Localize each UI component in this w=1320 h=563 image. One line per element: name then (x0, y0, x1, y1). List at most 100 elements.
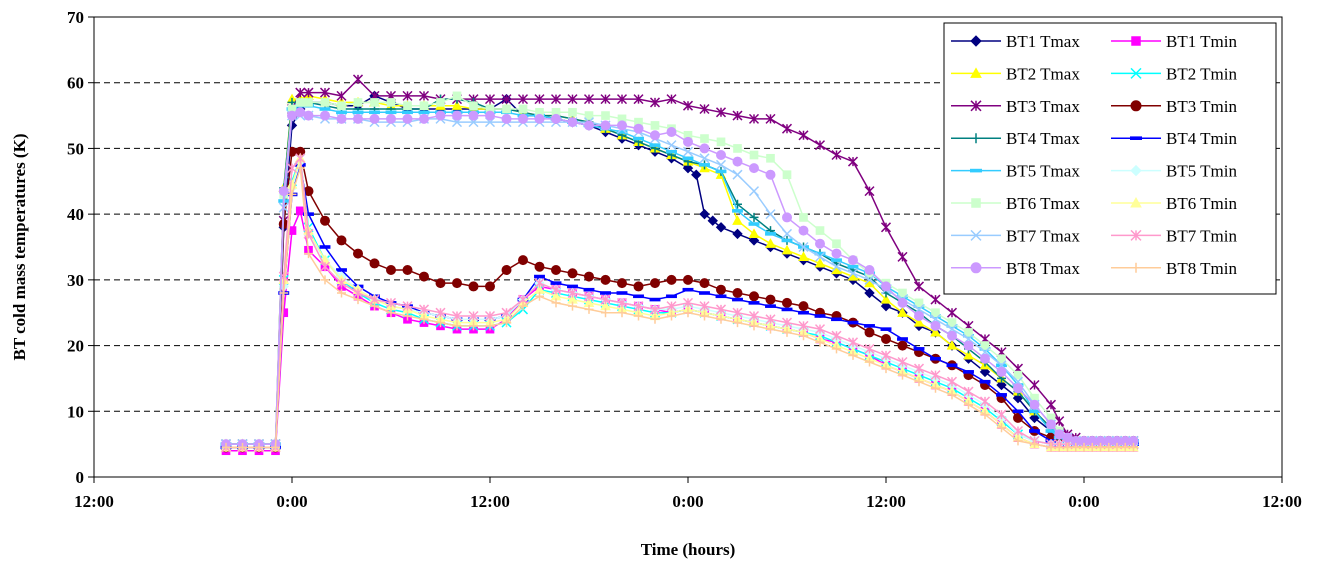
data-point (320, 215, 330, 226)
data-point (1045, 399, 1057, 410)
data-point (848, 255, 858, 266)
data-point (914, 298, 924, 308)
data-point (369, 113, 380, 124)
data-point (568, 301, 577, 311)
y-tick-label: 70 (67, 8, 84, 27)
data-point (748, 186, 760, 197)
data-point (1029, 412, 1040, 424)
legend-label: BT6 Tmax (1006, 194, 1080, 213)
data-point (748, 222, 760, 226)
data-point (452, 278, 462, 289)
data-point (535, 291, 544, 301)
data-point (567, 268, 578, 279)
data-point (997, 423, 1006, 433)
data-point (320, 98, 330, 107)
data-point (765, 314, 776, 325)
data-point (551, 113, 561, 124)
data-point (847, 264, 859, 269)
legend-item: BT3 Tmin (1111, 97, 1237, 116)
data-point (765, 304, 776, 308)
data-point (649, 297, 661, 302)
data-point (534, 278, 545, 289)
data-point (898, 370, 907, 380)
legend-marker (970, 67, 982, 78)
data-point (781, 244, 793, 255)
data-point (534, 274, 545, 279)
data-point (633, 281, 644, 292)
data-point (716, 150, 726, 160)
x-tick-label: 12:00 (866, 492, 906, 511)
legend-item: BT5 Tmin (1111, 162, 1237, 181)
data-point (550, 281, 562, 285)
legend-item: BT4 Tmin (1111, 129, 1237, 148)
data-point (518, 104, 528, 114)
data-point (732, 169, 743, 180)
data-point (716, 314, 726, 324)
legend-label: BT7 Tmax (1006, 226, 1080, 245)
data-point (353, 248, 363, 259)
data-point (765, 238, 776, 248)
data-point (418, 304, 430, 315)
data-point (485, 321, 495, 331)
data-point (749, 291, 759, 302)
data-point (352, 74, 364, 85)
y-tick-label: 60 (67, 74, 84, 93)
data-point (501, 307, 512, 318)
data-point (370, 301, 379, 311)
data-point (799, 331, 808, 341)
data-point (319, 261, 331, 272)
data-point (749, 321, 759, 331)
data-point (880, 350, 892, 361)
data-point (700, 311, 709, 321)
data-point (732, 215, 743, 225)
data-point (402, 110, 413, 115)
legend-label: BT5 Tmax (1006, 162, 1080, 181)
data-point (583, 287, 595, 292)
data-point (419, 271, 429, 282)
data-point (403, 311, 412, 321)
legend-label: BT2 Tmax (1006, 64, 1080, 83)
data-point (452, 110, 462, 121)
data-point (451, 100, 463, 110)
x-tick-label: 12:00 (470, 492, 510, 511)
data-point (634, 311, 643, 321)
data-point (666, 274, 677, 285)
data-point (385, 110, 397, 115)
data-point (897, 307, 908, 317)
data-point (484, 94, 496, 105)
data-point (897, 297, 908, 308)
data-point (336, 278, 347, 289)
data-point (501, 113, 512, 124)
data-point (881, 364, 891, 374)
data-point (468, 110, 479, 121)
data-point (1096, 442, 1105, 452)
data-point (914, 311, 924, 321)
data-point (964, 400, 973, 410)
data-point (666, 294, 677, 299)
data-point (699, 278, 710, 289)
data-point (1029, 399, 1040, 410)
data-point (352, 110, 364, 115)
data-point (295, 153, 306, 164)
data-point (600, 274, 611, 285)
data-point (831, 317, 842, 322)
series-bt8-tmax (221, 107, 1139, 450)
axes: 0 10 20 30 40 50 60 70 12:00 0:00 12:00 0:00 12:00 0:… (67, 8, 1302, 511)
data-point (295, 206, 305, 216)
data-point (715, 159, 727, 170)
series-layer (220, 74, 1139, 456)
data-point (633, 136, 644, 141)
data-point (715, 107, 727, 118)
data-point (765, 113, 776, 124)
data-point (1046, 419, 1056, 430)
data-point (336, 235, 347, 246)
data-point (1071, 442, 1081, 452)
data-point (815, 337, 825, 347)
data-point (864, 324, 875, 328)
data-point (551, 265, 561, 275)
data-point (765, 294, 776, 305)
legend: BT1 Tmax BT1 Tmin BT2 Tmax BT2 Tmin BT3 Tmax… (943, 22, 1277, 295)
data-point (386, 98, 396, 107)
data-point (798, 241, 809, 253)
data-point (782, 170, 792, 180)
